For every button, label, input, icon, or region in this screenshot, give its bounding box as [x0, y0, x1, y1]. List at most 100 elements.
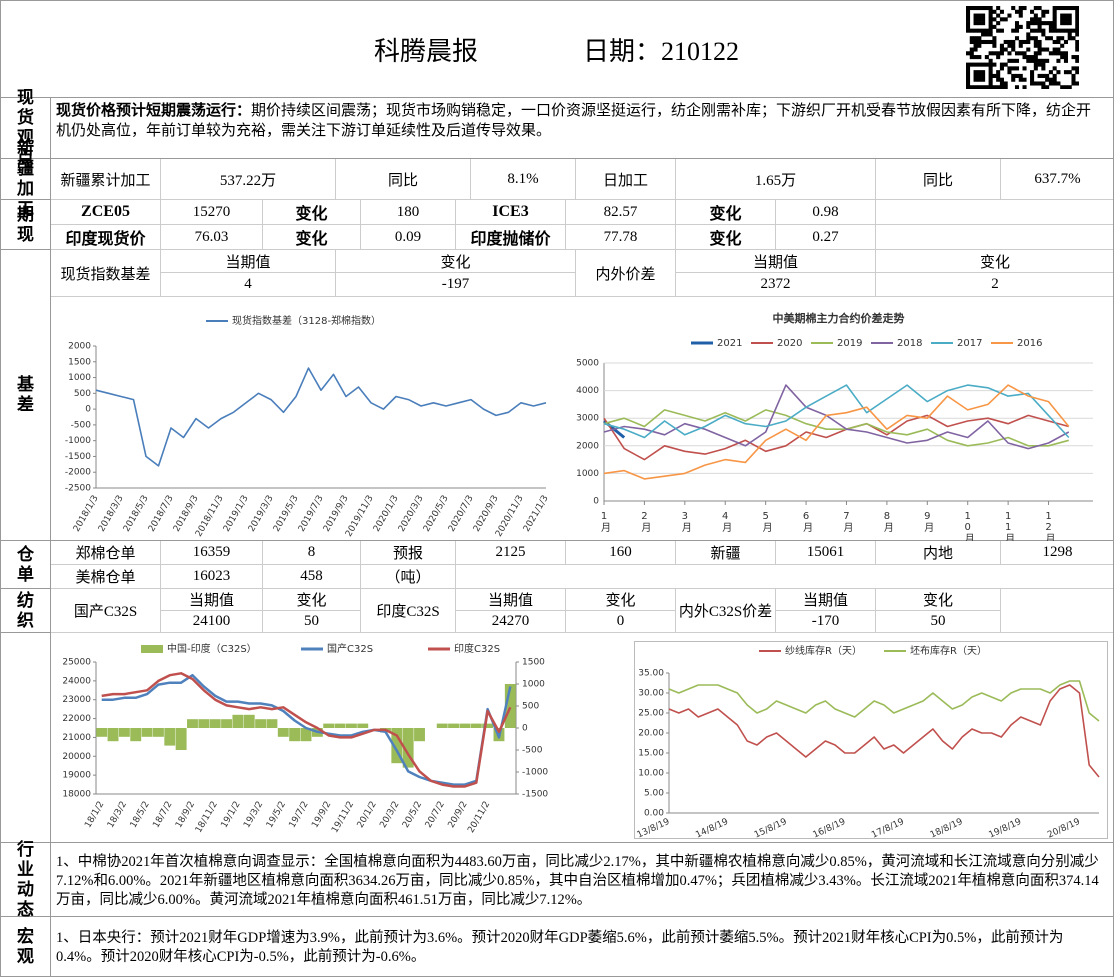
qr-module	[977, 36, 982, 41]
y-tick-label: 2000	[68, 342, 91, 352]
qr-module	[1011, 28, 1016, 33]
legend-label: 现货指数基差（3128-郑棉指数）	[232, 314, 381, 327]
qr-module	[1037, 51, 1042, 56]
chart: 0.00 5.00 10.00 15.00 20.00 25.00 30.00 35.00 13…	[636, 644, 1100, 841]
qr-module	[1033, 17, 1038, 22]
qr-module	[996, 70, 1001, 75]
qr-module	[1011, 43, 1016, 48]
qr-module	[1022, 66, 1027, 71]
qr-module	[1014, 21, 1020, 26]
table-cell: 16359	[161, 541, 263, 565]
qr-module	[1071, 28, 1076, 33]
qr-module	[1022, 85, 1027, 89]
qr-module	[1052, 47, 1057, 52]
qr-module	[1067, 85, 1072, 89]
x-tick-label: 1月	[599, 511, 611, 533]
qr-module	[1018, 51, 1023, 56]
qr-module	[1075, 6, 1079, 11]
qr-module	[1033, 81, 1038, 86]
qr-module	[1075, 39, 1079, 45]
qr-module	[1014, 51, 1020, 56]
table-cell: 0.98	[776, 200, 876, 225]
series-line	[603, 409, 1070, 447]
qr-module	[992, 24, 997, 29]
table-cell: 160	[566, 541, 676, 565]
qr-module	[977, 28, 982, 33]
qr-module	[1052, 28, 1057, 33]
table-cell: 内外价差	[576, 250, 676, 297]
y-tick-label: 22000	[62, 714, 91, 724]
qr-module	[973, 13, 978, 18]
qr-module	[1063, 39, 1068, 45]
table-cell: 预报	[361, 541, 456, 565]
empty-cell	[456, 565, 1113, 589]
qr-module	[1041, 13, 1046, 18]
qr-module	[1075, 9, 1079, 14]
table-cell: 537.22万	[161, 159, 336, 200]
y-tick-label: 500	[522, 702, 539, 712]
qr-module	[1045, 21, 1050, 26]
qr-module	[1052, 13, 1057, 18]
qr-module	[1063, 21, 1068, 26]
chart-border	[634, 641, 1108, 839]
qr-module	[1063, 28, 1068, 33]
qr-module	[1030, 9, 1035, 14]
qr-module	[1075, 24, 1079, 29]
table-cell: 458	[263, 565, 361, 589]
qr-module	[1022, 39, 1027, 45]
qr-module	[969, 51, 974, 56]
qr-module	[973, 70, 978, 75]
qr-module	[977, 77, 982, 82]
qr-module	[999, 9, 1004, 14]
x-tick-label: 4月	[720, 511, 732, 533]
table-cell: 同比	[336, 159, 471, 200]
qr-module	[1041, 66, 1046, 71]
qr-module	[966, 66, 971, 71]
x-tick-label: 18/5/2	[129, 800, 152, 830]
qr-module	[1075, 66, 1079, 71]
qr-module	[1011, 39, 1016, 45]
qr-module	[984, 39, 989, 45]
x-tick-label: 19/1/2	[220, 800, 243, 830]
qr-module	[1033, 28, 1038, 33]
qr-module	[988, 13, 993, 18]
qr-module	[966, 62, 971, 67]
section-label: 仓单	[1, 541, 51, 588]
qr-module	[1045, 9, 1050, 14]
qr-module	[1041, 21, 1046, 26]
qr-module	[1052, 21, 1057, 26]
qr-module	[1075, 21, 1079, 26]
qr-module	[969, 55, 974, 60]
qr-module	[1022, 55, 1027, 60]
bar	[141, 728, 153, 737]
x-tick-label: 8月	[881, 511, 893, 533]
qr-module	[992, 51, 997, 56]
qr-module	[1037, 17, 1042, 22]
qr-module	[1033, 43, 1038, 48]
section-label	[1, 633, 51, 842]
bar	[357, 723, 369, 728]
series-line	[603, 384, 1070, 439]
x-tick-label: 10月	[962, 511, 974, 541]
qr-module	[1063, 17, 1068, 22]
qr-module	[992, 73, 997, 78]
section-label: 纺织	[1, 589, 51, 632]
qr-module	[977, 21, 982, 26]
table-cell: -197	[336, 273, 576, 297]
qr-module	[1048, 36, 1053, 41]
qr-module	[1045, 73, 1050, 78]
qr-module	[1060, 51, 1065, 56]
x-tick-label: 16/8/19	[812, 817, 848, 841]
y-tick-label: 1000	[68, 373, 91, 383]
qr-module	[1063, 6, 1068, 11]
qr-module	[1048, 24, 1053, 29]
qr-module	[1063, 51, 1068, 56]
table-cell: 变化	[566, 589, 676, 611]
bar	[118, 728, 130, 737]
qr-module	[973, 39, 978, 45]
table-cell: 变化	[263, 589, 361, 611]
table-cell: 变化	[263, 200, 361, 225]
x-tick-label: 20/11/2	[466, 800, 492, 835]
qr-module	[1011, 77, 1016, 82]
